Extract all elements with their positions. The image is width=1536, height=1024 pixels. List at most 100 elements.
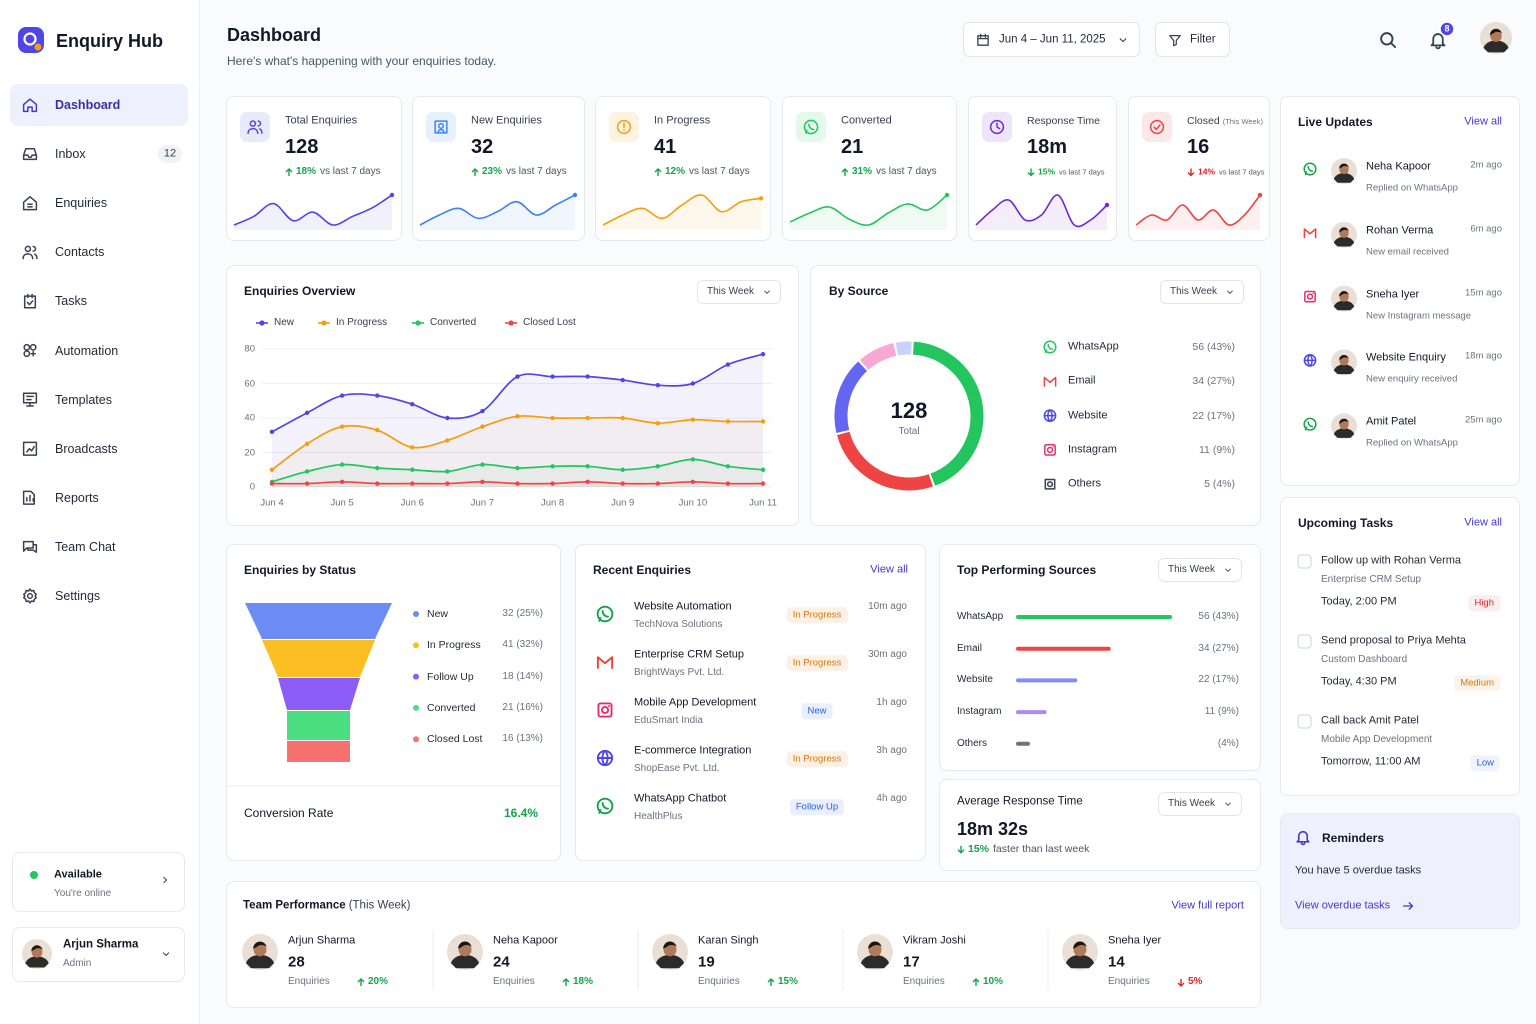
- period-label: This Week: [1168, 564, 1216, 575]
- icon: [1380, 32, 1397, 49]
- member-change: 10%: [972, 977, 1003, 987]
- live-text: Replied on WhatsApp: [1366, 437, 1458, 449]
- avatar-hair: [1489, 28, 1503, 36]
- donut-total-label: Total: [898, 426, 920, 437]
- status-name: New: [427, 607, 449, 620]
- tasks-link[interactable]: View all: [1464, 516, 1502, 529]
- live-link[interactable]: View all: [1464, 115, 1502, 128]
- filter-button[interactable]: [1155, 22, 1230, 57]
- team-title-text: Team Performance: [243, 899, 346, 912]
- nav-item[interactable]: [10, 133, 188, 175]
- x-tick-label: Jun 5: [330, 497, 354, 509]
- change-value: 10%: [983, 976, 1004, 987]
- member-change: 18%: [562, 977, 593, 987]
- nav-item[interactable]: [10, 477, 188, 519]
- task-due: Tomorrow, 11:00 AM: [1321, 755, 1421, 768]
- trend-arrow: [957, 845, 965, 854]
- reminders-link[interactable]: View overdue tasks: [1295, 899, 1391, 912]
- trend-arrow: [285, 167, 293, 176]
- source-name: WhatsApp: [957, 611, 1004, 622]
- live-time: 2m ago: [1470, 159, 1502, 171]
- nav-item[interactable]: [10, 84, 188, 126]
- date-range-button[interactable]: [963, 22, 1140, 57]
- y-tick-label: 40: [244, 412, 255, 424]
- enquiry-company: HealthPlus: [634, 811, 683, 822]
- presence-card[interactable]: [12, 852, 185, 912]
- task-title: Call back Amit Patel: [1321, 714, 1419, 727]
- kpi-change: 23% vs last 7 days: [471, 167, 567, 177]
- nav-label[interactable]: Contacts: [55, 245, 105, 260]
- trend-arrow: [562, 977, 570, 986]
- nav-label[interactable]: Team Chat: [55, 539, 116, 554]
- kpi-change: 12% vs last 7 days: [654, 167, 750, 177]
- filter-label[interactable]: Filter: [1190, 33, 1216, 46]
- nav-label[interactable]: Settings: [55, 588, 101, 603]
- enquiry-title: WhatsApp Chatbot: [634, 792, 727, 805]
- source-value: 5 (4%): [1204, 477, 1235, 490]
- x-tick-label: Jun 4: [260, 497, 284, 509]
- nav-item[interactable]: [10, 280, 188, 322]
- enquiry-company: ShopEase Pvt. Ltd.: [634, 763, 720, 774]
- nav-label[interactable]: Templates: [55, 392, 112, 407]
- member-count: 19: [698, 953, 715, 971]
- enquiry-time: 4h ago: [876, 793, 907, 804]
- status-name: Closed Lost: [427, 732, 483, 745]
- tasks-card: [1280, 497, 1520, 796]
- arrow-shape: [1187, 168, 1195, 177]
- change-value: 5%: [1188, 976, 1203, 987]
- icon: [1430, 33, 1446, 50]
- source-name: Email: [1068, 374, 1096, 387]
- change-comparison: vs last 7 days: [506, 166, 567, 177]
- change-comparison: faster than last week: [993, 842, 1090, 855]
- icon-shape: [1430, 33, 1446, 50]
- kpi-label-text: Closed: [1187, 114, 1220, 127]
- x-tick-label: Jun 7: [470, 497, 495, 509]
- kpi-label-text: Total Enquiries: [285, 114, 358, 127]
- enquiry-status: New: [801, 703, 833, 719]
- user-card[interactable]: [12, 927, 185, 982]
- nav-label[interactable]: Tasks: [55, 294, 87, 309]
- y-tick-label: 20: [244, 446, 255, 458]
- kpi-label: Converted: [841, 115, 892, 127]
- recent-link[interactable]: View all: [870, 563, 908, 576]
- change-comparison: vs last 7 days: [689, 166, 750, 177]
- nav-label[interactable]: Broadcasts: [55, 441, 118, 456]
- presence-title: Available: [54, 868, 102, 881]
- enquiry-time: 10m ago: [868, 601, 907, 612]
- team-link[interactable]: View full report: [1171, 899, 1244, 912]
- nav-label[interactable]: Dashboard: [55, 97, 121, 112]
- user-role: Admin: [63, 958, 92, 969]
- nav-label[interactable]: Automation: [55, 343, 119, 358]
- enquiry-time: 1h ago: [876, 697, 907, 708]
- arrow-shape: [1177, 978, 1185, 987]
- status-value: 18 (14%): [502, 670, 543, 682]
- enquiry-status: In Progress: [786, 751, 848, 767]
- source-name: Website: [1068, 409, 1108, 422]
- live-text: New email received: [1366, 246, 1449, 258]
- kpi-value: 41: [654, 136, 677, 158]
- trend-arrow: [767, 977, 775, 986]
- live-title: Live Updates: [1298, 115, 1373, 129]
- member-count: 14: [1108, 953, 1125, 971]
- presence-subtitle: You're online: [54, 888, 112, 899]
- kpi-value: 128: [285, 136, 319, 158]
- arrow-shape: [841, 167, 849, 176]
- period-label: This Week: [707, 286, 755, 297]
- source-value: 34 (27%): [1192, 375, 1235, 388]
- nav-badge: 12: [163, 147, 177, 160]
- live-time: 25m ago: [1465, 414, 1502, 426]
- change-value: 20%: [368, 976, 389, 987]
- nav-label[interactable]: Reports: [55, 490, 99, 505]
- kpi-label-note: (This Week): [1222, 116, 1263, 126]
- icon-shape: [1380, 32, 1397, 49]
- kpi-label-text: In Progress: [654, 114, 711, 127]
- overview-card: [226, 265, 799, 526]
- kpi-value: 18m: [1027, 136, 1068, 158]
- trend-arrow: [1027, 168, 1035, 177]
- nav-label[interactable]: Inbox: [55, 146, 86, 161]
- task-priority: High: [1468, 595, 1500, 611]
- x-tick-label: Jun 10: [678, 497, 708, 509]
- nav-label[interactable]: Enquiries: [55, 195, 108, 210]
- kpi-change: 15% vs last 7 days: [1027, 168, 1104, 177]
- avatar-face: [1490, 30, 1502, 42]
